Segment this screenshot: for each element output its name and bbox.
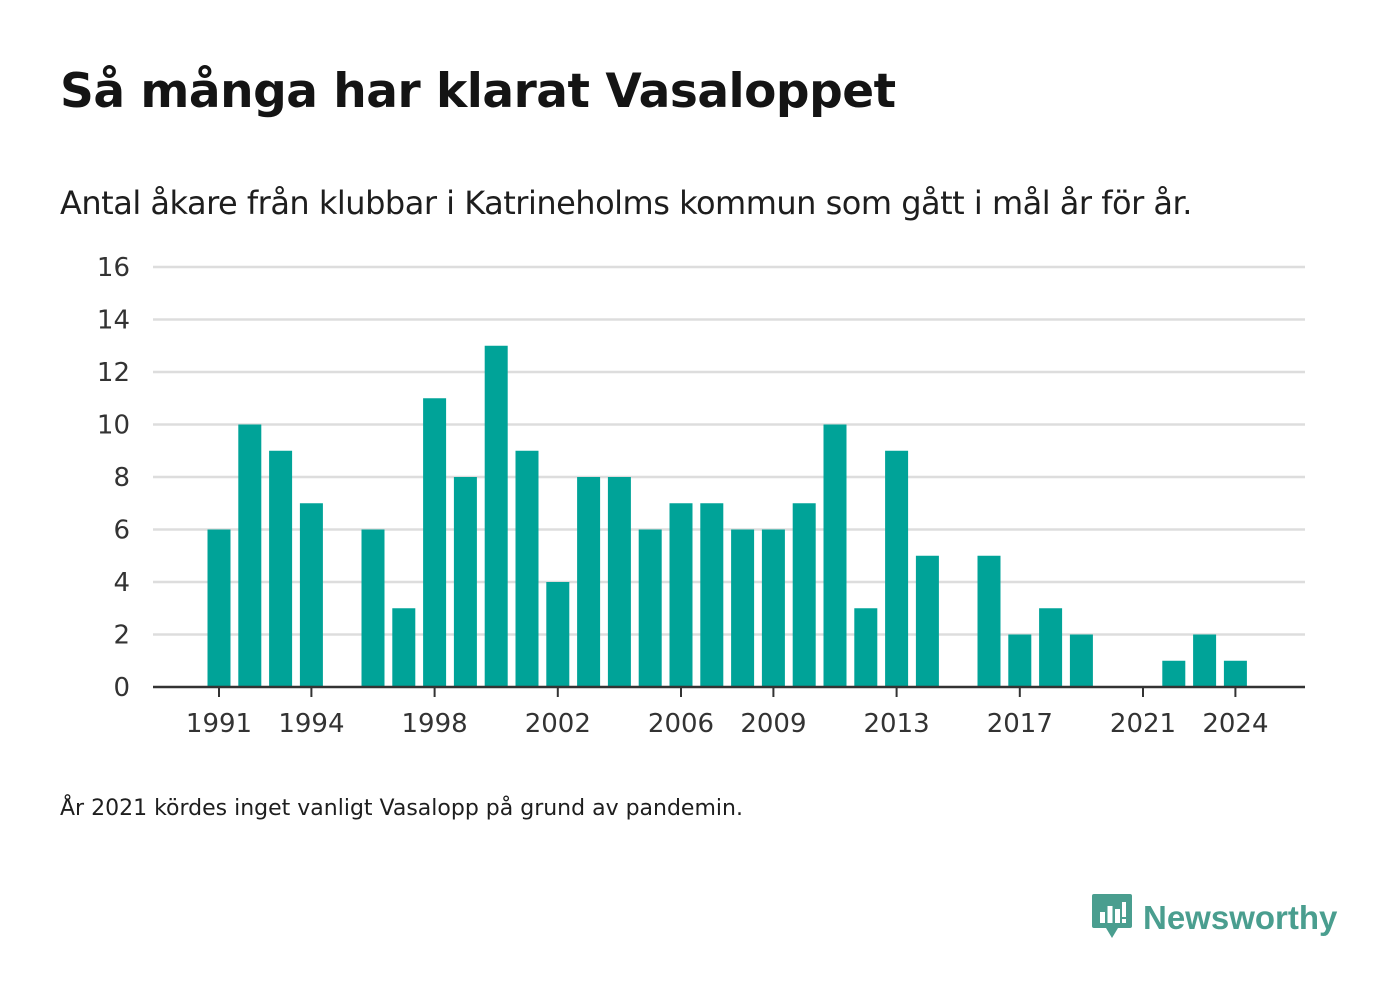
bar-2019 [1069,634,1093,687]
y-tick-label: 16 [97,253,130,283]
bar-1993 [269,450,293,687]
y-tick-label: 8 [113,463,130,493]
x-tick-label: 1994 [278,709,344,739]
x-tick-label: 1998 [402,709,468,739]
bar-2005 [638,529,662,687]
bar-2024 [1223,660,1247,687]
bar-2022 [1162,660,1186,687]
bars [207,345,1247,687]
y-tick-label: 14 [97,306,130,336]
x-tick-label: 2017 [987,709,1053,739]
bar-2003 [577,477,601,687]
x-tick-label: 2024 [1202,709,1268,739]
bar-2010 [792,503,816,687]
bar-2008 [731,529,755,687]
x-tick-label: 2002 [525,709,591,739]
bar-2013 [885,450,909,687]
bar-2011 [823,424,847,687]
chart-title: Så många har klarat Vasaloppet [60,64,896,119]
x-tick-label: 2009 [740,709,806,739]
x-tick-label: 1991 [186,709,252,739]
bar-1991 [207,529,231,687]
bar-1994 [299,503,323,687]
y-tick-label: 6 [113,516,130,546]
bar-2023 [1193,634,1217,687]
bar-2001 [515,450,539,687]
bar-1998 [423,398,447,687]
y-tick-label: 2 [113,621,130,651]
bar-2016 [977,555,1001,687]
chart-subtitle: Antal åkare från klubbar i Katrineholms … [60,184,1192,222]
x-tick-label: 2006 [648,709,714,739]
footnote: År 2021 kördes inget vanligt Vasalopp på… [60,796,743,821]
bar-2009 [761,529,785,687]
bar-2002 [546,582,570,687]
bar-2006 [669,503,693,687]
y-tick-label: 4 [113,568,130,598]
bar-chart: 0 2 4 6 8 10 12 14 16 1991 1994 1998 2002 2006 2009 201… [97,253,1305,739]
bar-2014 [915,555,939,687]
x-tick-label: 2021 [1110,709,1176,739]
bar-2007 [700,503,724,687]
y-tick-label: 10 [97,411,130,441]
bar-2004 [607,477,631,687]
y-tick-label: 12 [97,358,130,388]
bar-2012 [854,608,878,687]
bar-2000 [484,345,508,687]
bar-1992 [238,424,262,687]
bar-1997 [392,608,416,687]
brand-logo[interactable]: Newsworthy [1091,892,1337,944]
y-tick-label: 0 [113,673,130,703]
bar-1999 [453,477,477,687]
gridlines [153,265,1305,636]
bar-2018 [1039,608,1063,687]
x-tick-label: 2013 [864,709,930,739]
axes: 0 2 4 6 8 10 12 14 16 1991 1994 1998 2002 2006 2009 201… [97,253,1305,739]
newsworthy-logo-icon [1091,892,1133,944]
brand-name: Newsworthy [1143,899,1338,936]
bar-1996 [361,529,385,687]
bar-2017 [1008,634,1032,687]
